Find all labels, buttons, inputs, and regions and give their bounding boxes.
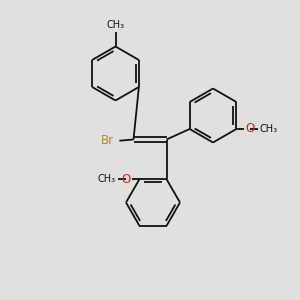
- Text: O: O: [122, 172, 131, 186]
- Text: CH₃: CH₃: [106, 20, 124, 30]
- Text: Br: Br: [101, 134, 114, 148]
- Text: CH₃: CH₃: [260, 124, 278, 134]
- Text: CH₃: CH₃: [98, 174, 116, 184]
- Text: O: O: [245, 122, 254, 136]
